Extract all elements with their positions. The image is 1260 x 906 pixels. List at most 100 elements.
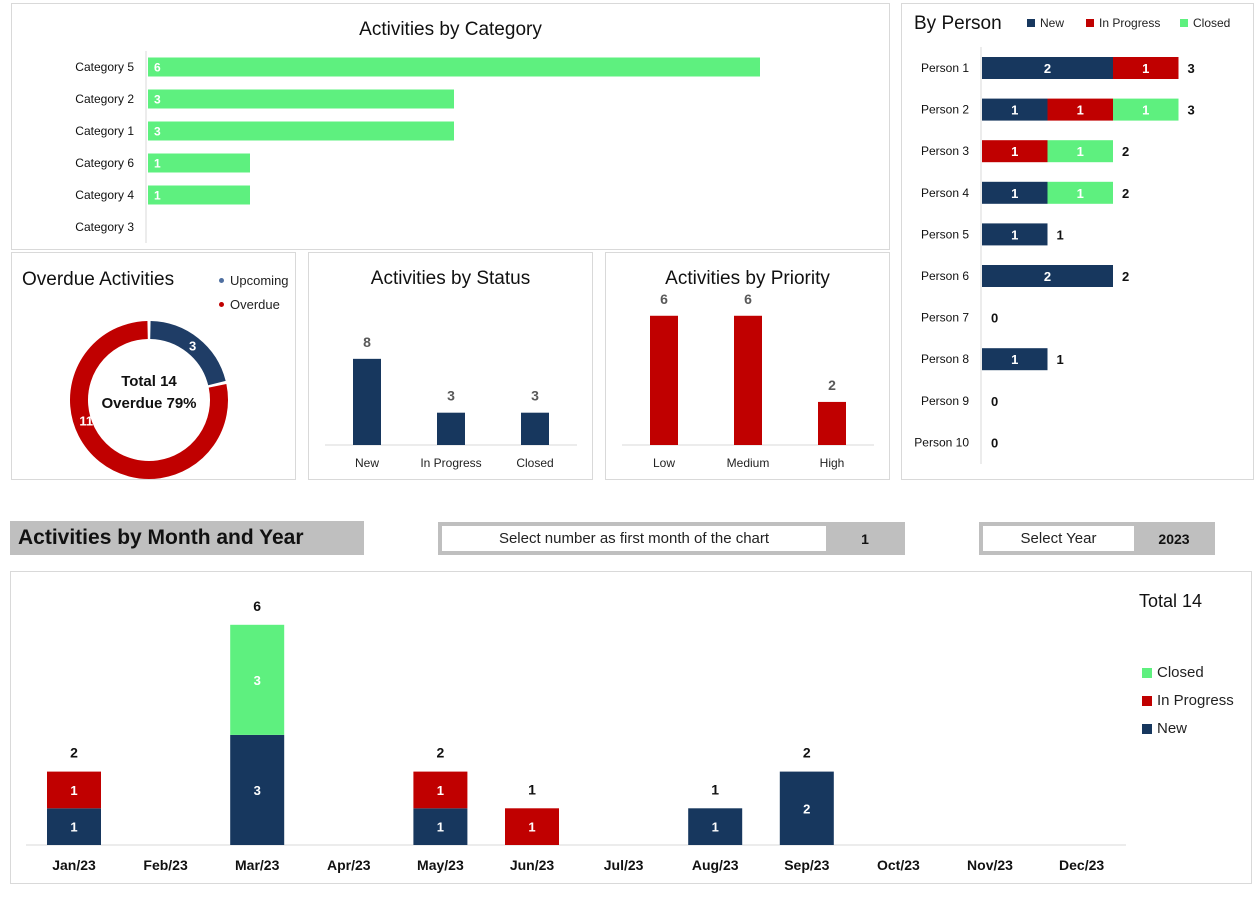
- category-chart-title: Activities by Category: [359, 19, 542, 40]
- person-tick-label: Person 4: [921, 186, 969, 200]
- priority-chart-title: Activities by Priority: [665, 268, 830, 289]
- priority-data-label: 6: [744, 291, 752, 307]
- donut-data-label: 11: [79, 414, 93, 429]
- person-bar-label: 1: [1142, 103, 1149, 118]
- donut-center-overdue: Overdue 79%: [101, 395, 197, 412]
- person-tick-label: Person 9: [921, 394, 969, 408]
- category-tick-label: Category 3: [75, 220, 134, 234]
- person-tick-label: Person 7: [921, 311, 969, 325]
- year-label: Select Year: [983, 526, 1134, 551]
- month-tick-label: Jun/23: [510, 857, 555, 873]
- person-total-label: 0: [991, 394, 998, 409]
- month-bar-new: [47, 808, 101, 845]
- person-chart-title: By Person: [914, 13, 1002, 34]
- category-tick-label: Category 4: [75, 188, 134, 202]
- month-total-data-label: 1: [711, 781, 719, 797]
- category-bar: [148, 89, 454, 109]
- category-bar-label: 6: [154, 61, 161, 75]
- month-tick-label: Sep/23: [784, 857, 829, 873]
- person-bar-label: 2: [1044, 269, 1051, 284]
- month-bar-in-progress: [413, 771, 468, 809]
- month-legend-new: New: [1142, 720, 1187, 737]
- overdue-panel: Overdue Activities Upcoming Overdue 3 11 …: [11, 252, 296, 480]
- month-bar-label: 1: [437, 783, 444, 798]
- person-bar-label: 1: [1077, 144, 1084, 159]
- first-month-label: Select number as first month of the char…: [442, 526, 826, 551]
- first-month-input[interactable]: 1: [861, 530, 869, 547]
- month-bar-label: 1: [712, 820, 719, 835]
- priority-chart: 6 Low 6 Medium 2 High: [622, 291, 874, 470]
- month-bar-label: 1: [70, 783, 77, 798]
- status-tick-label: Closed: [516, 456, 553, 470]
- month-total-label: Total 14: [1139, 591, 1203, 611]
- status-data-label: 8: [363, 334, 371, 350]
- status-data-label: 3: [447, 388, 455, 404]
- person-bar-new: [982, 57, 1113, 79]
- person-total-label: 2: [1122, 269, 1129, 284]
- donut-data-label: 3: [189, 338, 196, 353]
- category-bar: [148, 57, 760, 77]
- category-bar: [148, 121, 454, 141]
- priority-bar: [818, 401, 846, 445]
- month-chart: 1 1 2 Jan/23 Feb/23 3 3 6 Mar/23 Apr/23 1 1 2 May/23 1…: [26, 598, 1126, 873]
- overdue-swatch: [219, 302, 224, 307]
- person-tick-label: Person 2: [921, 103, 969, 117]
- category-tick-label: Category 5: [75, 60, 134, 74]
- month-tick-label: Apr/23: [327, 857, 371, 873]
- category-bar: [148, 185, 250, 205]
- legend-overdue-label: Overdue: [230, 297, 280, 312]
- month-tick-label: Jan/23: [52, 857, 96, 873]
- category-bar-label: 1: [154, 157, 161, 171]
- month-bar-in-progress: [47, 771, 101, 809]
- person-bar-in-progress: [1113, 57, 1179, 79]
- person-total-label: 3: [1188, 103, 1195, 118]
- year-input[interactable]: 2023: [1158, 530, 1190, 547]
- person-panel: By Person New In Progress Closed Person …: [901, 3, 1254, 480]
- person-total-label: 2: [1122, 186, 1129, 201]
- month-bar-label: 1: [437, 820, 444, 835]
- person-bar-new: [982, 223, 1048, 246]
- month-bar-label: 1: [528, 820, 535, 835]
- month-total-data-label: 2: [70, 745, 78, 761]
- year-control: Select Year 2023: [979, 522, 1215, 555]
- person-bar-in-progress: [1047, 98, 1113, 121]
- person-bar-label: 1: [1011, 352, 1018, 367]
- priority-bar: [734, 315, 762, 445]
- status-bar: [521, 412, 549, 445]
- category-bar-label: 3: [154, 125, 161, 139]
- person-total-label: 1: [1057, 352, 1064, 367]
- priority-tick-label: Medium: [727, 456, 770, 470]
- person-tick-label: Person 3: [921, 144, 969, 158]
- category-bar-label: 3: [154, 93, 161, 107]
- person-total-label: 3: [1188, 61, 1195, 76]
- person-bar-label: 1: [1077, 186, 1084, 201]
- person-bar-label: 1: [1077, 103, 1084, 118]
- person-bar-new: [982, 98, 1048, 121]
- person-total-label: 1: [1057, 227, 1064, 242]
- month-bar-in-progress: [505, 808, 559, 845]
- person-total-label: 0: [991, 311, 998, 326]
- month-bar-new: [413, 808, 468, 845]
- month-tick-label: Nov/23: [967, 857, 1013, 873]
- priority-tick-label: High: [820, 456, 845, 470]
- first-month-control: Select number as first month of the char…: [438, 522, 905, 555]
- month-bar-label: 3: [254, 783, 261, 798]
- month-tick-label: May/23: [417, 857, 464, 873]
- status-panel: Activities by Status 8 New 3 In Progress 3 Cl…: [308, 252, 593, 480]
- status-chart: 8 New 3 In Progress 3 Closed: [325, 334, 577, 470]
- month-section-title: Activities by Month and Year: [10, 521, 364, 555]
- status-tick-label: In Progress: [420, 456, 481, 470]
- donut-center-total: Total 14: [121, 373, 177, 390]
- person-chart: Person 1 2 1 3 Person 2 1 1 1 3 Person 3 1 1 2 Person…: [914, 47, 1195, 464]
- donut-slice-upcoming: [149, 321, 226, 386]
- person-bar-label: 1: [1011, 144, 1018, 159]
- category-bar: [148, 153, 250, 173]
- category-panel: Activities by Category Category 5 6 Catego…: [11, 3, 890, 250]
- donut-slice-overdue: [70, 321, 228, 479]
- person-bar-label: 1: [1142, 61, 1149, 76]
- category-tick-label: Category 1: [75, 124, 134, 138]
- month-bar-label: 2: [803, 801, 810, 816]
- person-tick-label: Person 6: [921, 269, 969, 283]
- person-bar-label: 1: [1011, 227, 1018, 242]
- month-tick-label: Feb/23: [143, 857, 188, 873]
